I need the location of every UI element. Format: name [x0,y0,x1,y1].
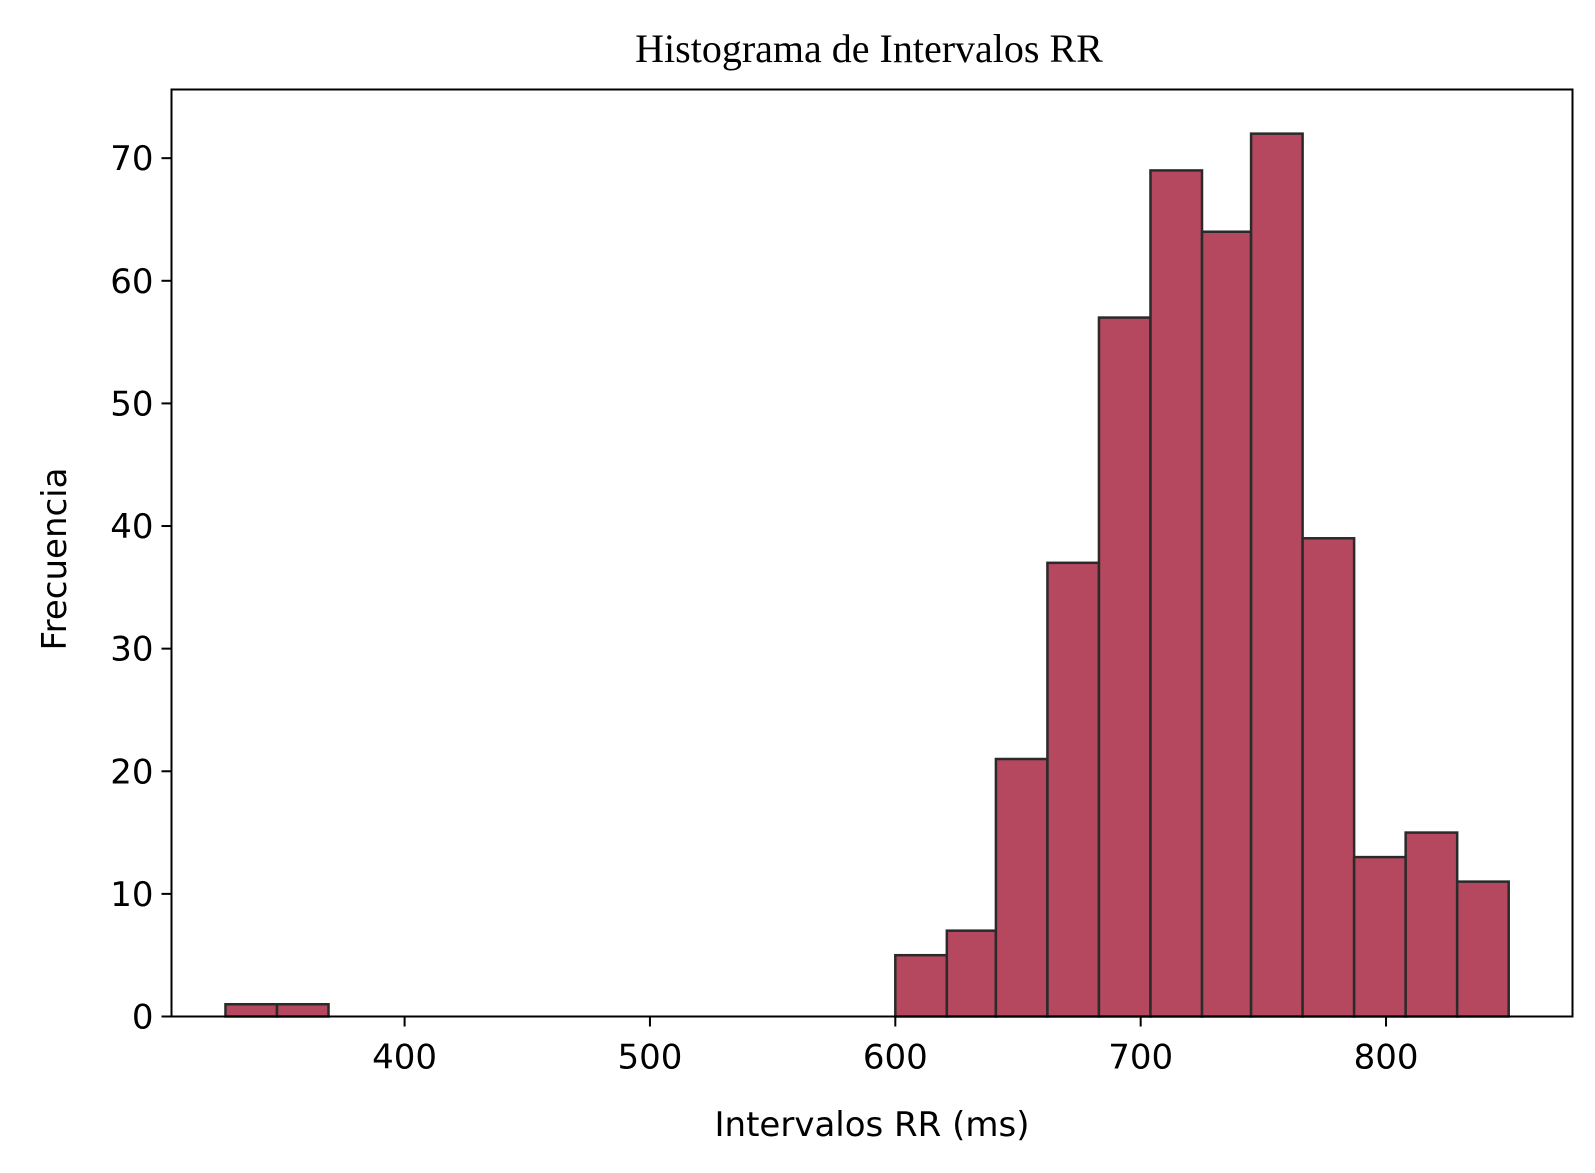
y-tick-label-10: 10 [110,875,153,915]
y-axis-label: Frecuencia [35,468,75,651]
histogram-bar-19 [1200,230,1253,1018]
histogram-bar-17 [1097,316,1152,1018]
histogram-bar-1 [275,1002,330,1018]
y-tick-label-0: 0 [132,998,154,1038]
chart-title: Histograma de Intervalos RR [635,26,1103,71]
x-tick-label-500: 500 [617,1038,682,1078]
histogram-bar-20 [1249,132,1304,1018]
y-tick-label-30: 30 [110,630,153,670]
y-tick-label-70: 70 [110,139,153,179]
x-axis-label: Intervalos RR (ms) [715,1105,1030,1145]
y-tick-label-20: 20 [110,752,153,792]
histogram-bar-21 [1301,537,1356,1018]
x-tick-label-700: 700 [1108,1038,1173,1078]
x-tick-label-600: 600 [863,1038,928,1078]
histogram-bar-22 [1352,855,1407,1018]
histogram-bar-16 [1046,561,1101,1018]
histogram-bar-18 [1149,169,1204,1018]
y-tick-label-50: 50 [110,384,153,424]
histogram-bar-23 [1404,831,1459,1018]
y-tick-label-60: 60 [110,262,153,302]
histogram-bar-24 [1455,880,1510,1018]
histogram-bar-13 [894,953,949,1018]
histogram-bar-15 [994,757,1049,1018]
x-axis-ticks: 400 500 600 700 800 [372,1016,1419,1078]
plot-frame [170,88,1574,1018]
x-tick-label-400: 400 [372,1038,437,1078]
y-axis-ticks: 0 10 20 30 40 50 60 70 [110,139,172,1038]
bars-group [224,132,1510,1018]
histogram-bar-0 [224,1002,279,1018]
histogram-bar-14 [945,929,998,1018]
y-tick-label-40: 40 [110,507,153,547]
x-tick-label-800: 800 [1354,1038,1419,1078]
